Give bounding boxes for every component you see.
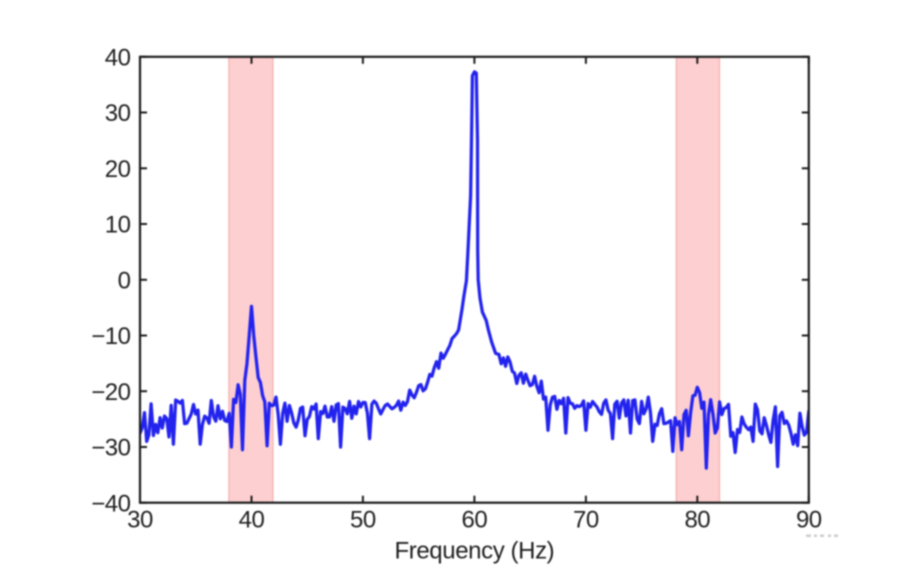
svg-text:70: 70 (573, 507, 599, 534)
svg-text:40: 40 (105, 44, 131, 71)
svg-text:60: 60 (462, 507, 488, 534)
svg-text:30: 30 (105, 100, 131, 127)
svg-text:−30: −30 (91, 435, 130, 462)
svg-text:−20: −20 (91, 379, 130, 406)
svg-text:Frequency (Hz): Frequency (Hz) (395, 538, 555, 565)
svg-text:20: 20 (105, 156, 131, 183)
svg-text:30: 30 (127, 507, 153, 534)
svg-text:0: 0 (118, 267, 131, 294)
svg-text:−40: −40 (91, 490, 130, 517)
svg-text:10: 10 (105, 212, 131, 239)
svg-text:40: 40 (239, 507, 265, 534)
svg-text:90: 90 (796, 507, 822, 534)
svg-text:−10: −10 (91, 323, 130, 350)
svg-text:50: 50 (350, 507, 376, 534)
svg-text:80: 80 (684, 507, 710, 534)
